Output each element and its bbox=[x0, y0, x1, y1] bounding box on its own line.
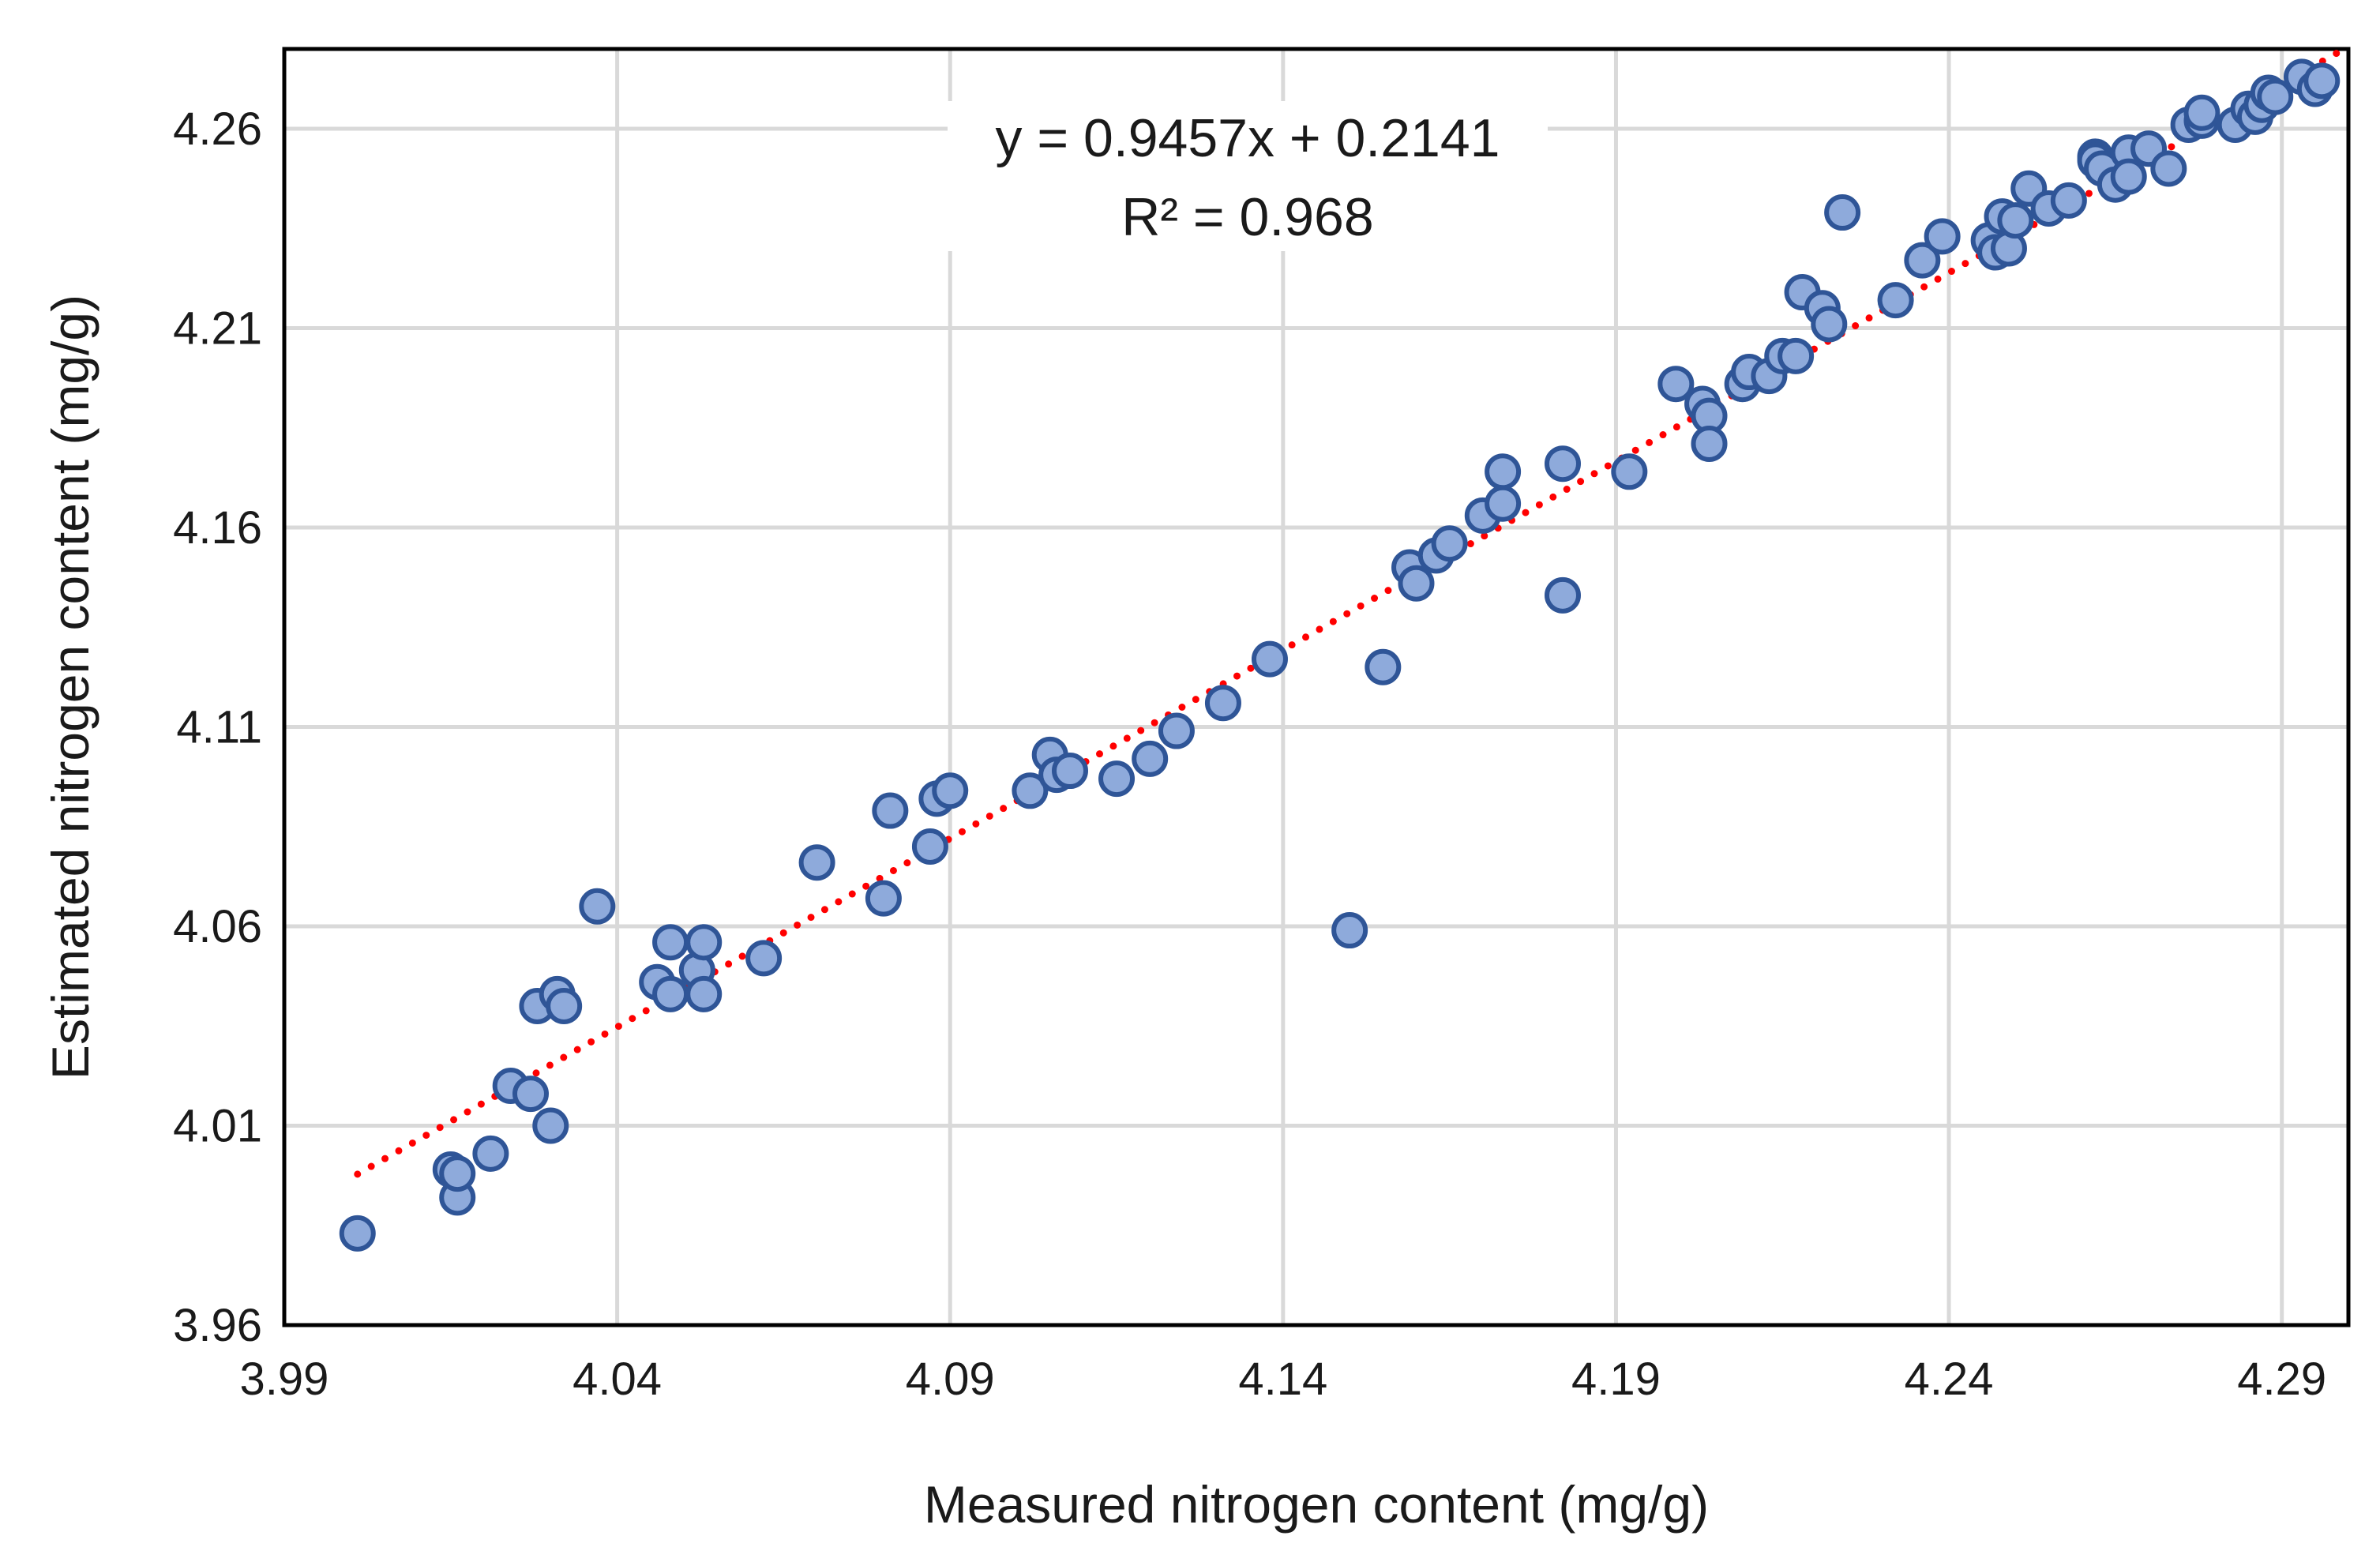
y-axis-title: Estimated nitrogen content (mg/g) bbox=[41, 295, 99, 1080]
x-tick-label: 4.14 bbox=[1238, 1354, 1327, 1405]
x-axis-title: Measured nitrogen content (mg/g) bbox=[924, 1475, 1709, 1534]
r-squared-label: R² = 0.968 bbox=[1121, 187, 1373, 247]
gridlines bbox=[284, 49, 2348, 1325]
data-point bbox=[1904, 242, 1941, 279]
data-point bbox=[1251, 640, 1288, 678]
data-point bbox=[1544, 576, 1581, 614]
x-tick-label: 4.24 bbox=[1905, 1354, 1994, 1405]
y-tick-label: 4.21 bbox=[173, 303, 262, 355]
x-tick-label: 4.19 bbox=[1571, 1354, 1661, 1405]
data-point bbox=[1158, 712, 1195, 749]
data-point bbox=[2110, 158, 2147, 195]
data-point bbox=[1811, 306, 1848, 343]
data-point bbox=[1485, 485, 1522, 522]
data-point bbox=[2150, 150, 2187, 187]
x-tick-label: 3.99 bbox=[240, 1354, 329, 1405]
data-point bbox=[546, 988, 583, 1024]
data-point bbox=[745, 940, 783, 977]
y-tick-label: 4.11 bbox=[176, 702, 262, 753]
data-point bbox=[865, 880, 902, 917]
data-point bbox=[512, 1076, 549, 1113]
data-point bbox=[1052, 753, 1089, 790]
y-tick-label: 4.16 bbox=[173, 502, 262, 554]
data-point bbox=[1331, 912, 1368, 949]
data-point bbox=[1611, 453, 1648, 490]
y-tick-label: 4.26 bbox=[173, 103, 262, 155]
data-point bbox=[932, 772, 969, 809]
data-point bbox=[1098, 760, 1136, 798]
data-point bbox=[1365, 648, 1402, 685]
plot-frame bbox=[282, 47, 2351, 1327]
y-axis-tick-labels: 3.96 4.01 4.06 4.11 4.16 4.21 4.26 bbox=[173, 103, 262, 1351]
data-point bbox=[1431, 525, 1468, 562]
data-point bbox=[1132, 740, 1169, 777]
data-point bbox=[339, 1215, 376, 1252]
x-axis-tick-labels: 3.99 4.04 4.09 4.14 4.19 4.24 4.29 bbox=[240, 1354, 2327, 1405]
data-point bbox=[1204, 685, 1241, 722]
data-point bbox=[472, 1135, 509, 1172]
data-point bbox=[911, 828, 948, 865]
x-tick-label: 4.29 bbox=[2237, 1354, 2326, 1405]
data-point bbox=[2257, 78, 2294, 115]
data-point bbox=[1997, 202, 2034, 239]
data-point bbox=[652, 924, 689, 961]
y-tick-label: 3.96 bbox=[173, 1300, 262, 1351]
data-point bbox=[1777, 337, 1815, 374]
data-point bbox=[1398, 565, 1435, 602]
data-point bbox=[1485, 453, 1522, 490]
data-point bbox=[1877, 282, 1914, 319]
data-points bbox=[339, 58, 2341, 1252]
data-point bbox=[798, 844, 835, 881]
data-point bbox=[2050, 182, 2087, 219]
data-point bbox=[579, 888, 616, 925]
data-point bbox=[1544, 445, 1581, 482]
y-tick-label: 4.06 bbox=[173, 901, 262, 952]
equation-box: y = 0.9457x + 0.2141 R² = 0.968 bbox=[948, 101, 1548, 251]
data-point bbox=[685, 975, 723, 1012]
equation-background bbox=[948, 101, 1548, 251]
data-point bbox=[1012, 772, 1049, 809]
data-point bbox=[1691, 425, 1728, 462]
x-tick-label: 4.09 bbox=[906, 1354, 995, 1405]
data-point bbox=[1824, 194, 1861, 231]
data-point bbox=[2303, 62, 2341, 100]
data-point bbox=[532, 1107, 569, 1144]
data-point bbox=[685, 924, 723, 961]
data-point bbox=[652, 975, 689, 1012]
y-tick-label: 4.01 bbox=[173, 1101, 262, 1152]
data-point bbox=[2183, 94, 2220, 131]
data-point bbox=[1924, 218, 1961, 255]
trendline-equation: y = 0.9457x + 0.2141 bbox=[996, 108, 1500, 168]
data-point bbox=[872, 792, 909, 829]
data-point bbox=[439, 1155, 476, 1192]
data-point bbox=[1657, 366, 1695, 403]
x-tick-label: 4.04 bbox=[572, 1354, 662, 1405]
